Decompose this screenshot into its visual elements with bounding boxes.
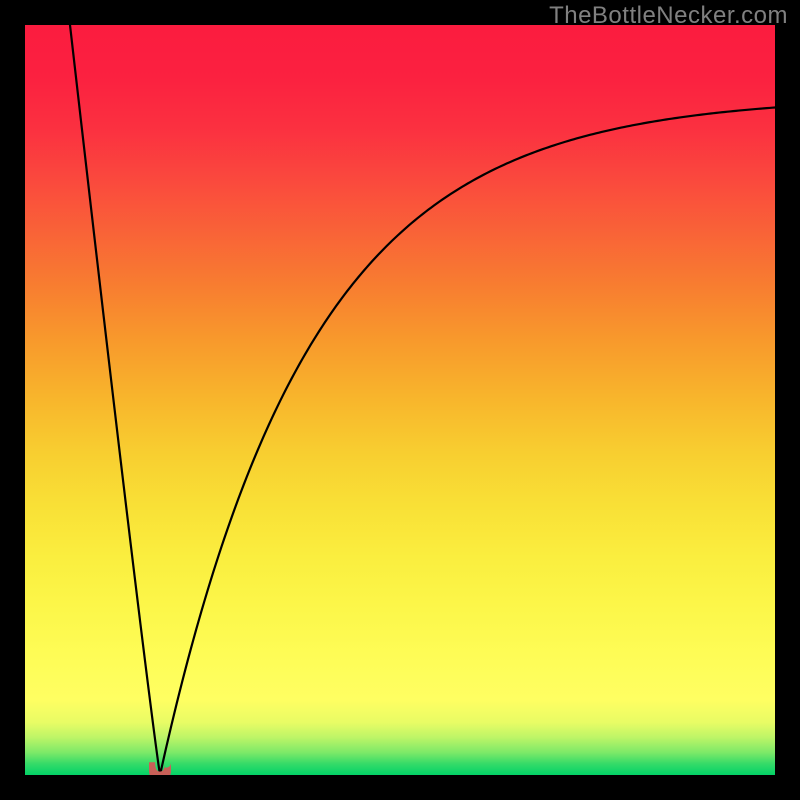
chart-svg <box>0 0 800 800</box>
chart-root: TheBottleNecker.com <box>0 0 800 800</box>
watermark-text: TheBottleNecker.com <box>549 2 788 30</box>
